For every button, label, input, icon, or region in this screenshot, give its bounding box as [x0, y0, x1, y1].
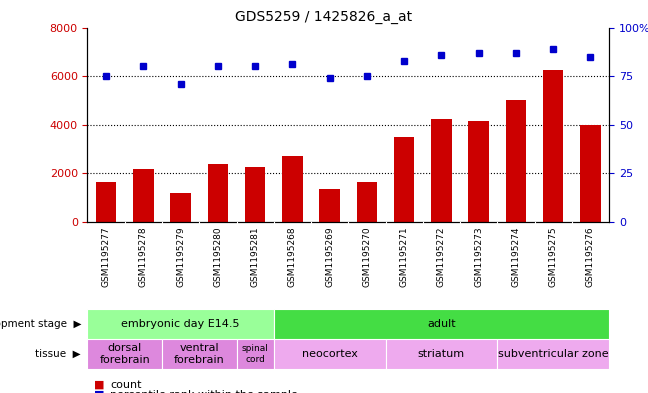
Text: ■: ■ [94, 389, 104, 393]
Text: spinal
cord: spinal cord [242, 344, 268, 364]
Bar [356, 182, 377, 222]
Bar [319, 189, 340, 222]
Text: ■: ■ [94, 380, 104, 390]
Text: GSM1195275: GSM1195275 [549, 226, 558, 287]
Text: GSM1195281: GSM1195281 [251, 226, 260, 287]
Bar [162, 339, 237, 369]
Text: GSM1195277: GSM1195277 [102, 226, 111, 287]
Bar [431, 119, 452, 222]
Text: striatum: striatum [418, 349, 465, 359]
Text: GSM1195271: GSM1195271 [400, 226, 409, 287]
Bar [96, 182, 117, 222]
Text: development stage  ▶: development stage ▶ [0, 319, 81, 329]
Text: GDS5259 / 1425826_a_at: GDS5259 / 1425826_a_at [235, 10, 413, 24]
Bar [245, 167, 266, 222]
Text: GSM1195273: GSM1195273 [474, 226, 483, 287]
Bar [237, 339, 273, 369]
Bar [386, 339, 498, 369]
Text: GSM1195269: GSM1195269 [325, 226, 334, 287]
Text: GSM1195270: GSM1195270 [362, 226, 371, 287]
Bar [207, 163, 228, 222]
Bar [133, 169, 154, 222]
Text: GSM1195268: GSM1195268 [288, 226, 297, 287]
Bar [543, 70, 564, 222]
Text: GSM1195279: GSM1195279 [176, 226, 185, 287]
Bar [87, 309, 273, 339]
Text: embryonic day E14.5: embryonic day E14.5 [121, 319, 240, 329]
Bar [273, 309, 609, 339]
Text: GSM1195278: GSM1195278 [139, 226, 148, 287]
Text: GSM1195280: GSM1195280 [213, 226, 222, 287]
Text: GSM1195274: GSM1195274 [511, 226, 520, 287]
Bar [505, 101, 526, 222]
Text: GSM1195276: GSM1195276 [586, 226, 595, 287]
Bar [282, 156, 303, 222]
Bar [469, 121, 489, 222]
Bar [498, 339, 609, 369]
Text: neocortex: neocortex [302, 349, 358, 359]
Text: dorsal
forebrain: dorsal forebrain [99, 343, 150, 365]
Bar [273, 339, 386, 369]
Text: tissue  ▶: tissue ▶ [36, 349, 81, 359]
Text: adult: adult [427, 319, 456, 329]
Bar [394, 137, 415, 222]
Text: GSM1195272: GSM1195272 [437, 226, 446, 287]
Bar [170, 193, 191, 222]
Bar [580, 125, 601, 222]
Text: ventral
forebrain: ventral forebrain [174, 343, 225, 365]
Bar [87, 339, 162, 369]
Text: subventricular zone: subventricular zone [498, 349, 608, 359]
Text: count: count [110, 380, 142, 390]
Text: percentile rank within the sample: percentile rank within the sample [110, 389, 298, 393]
